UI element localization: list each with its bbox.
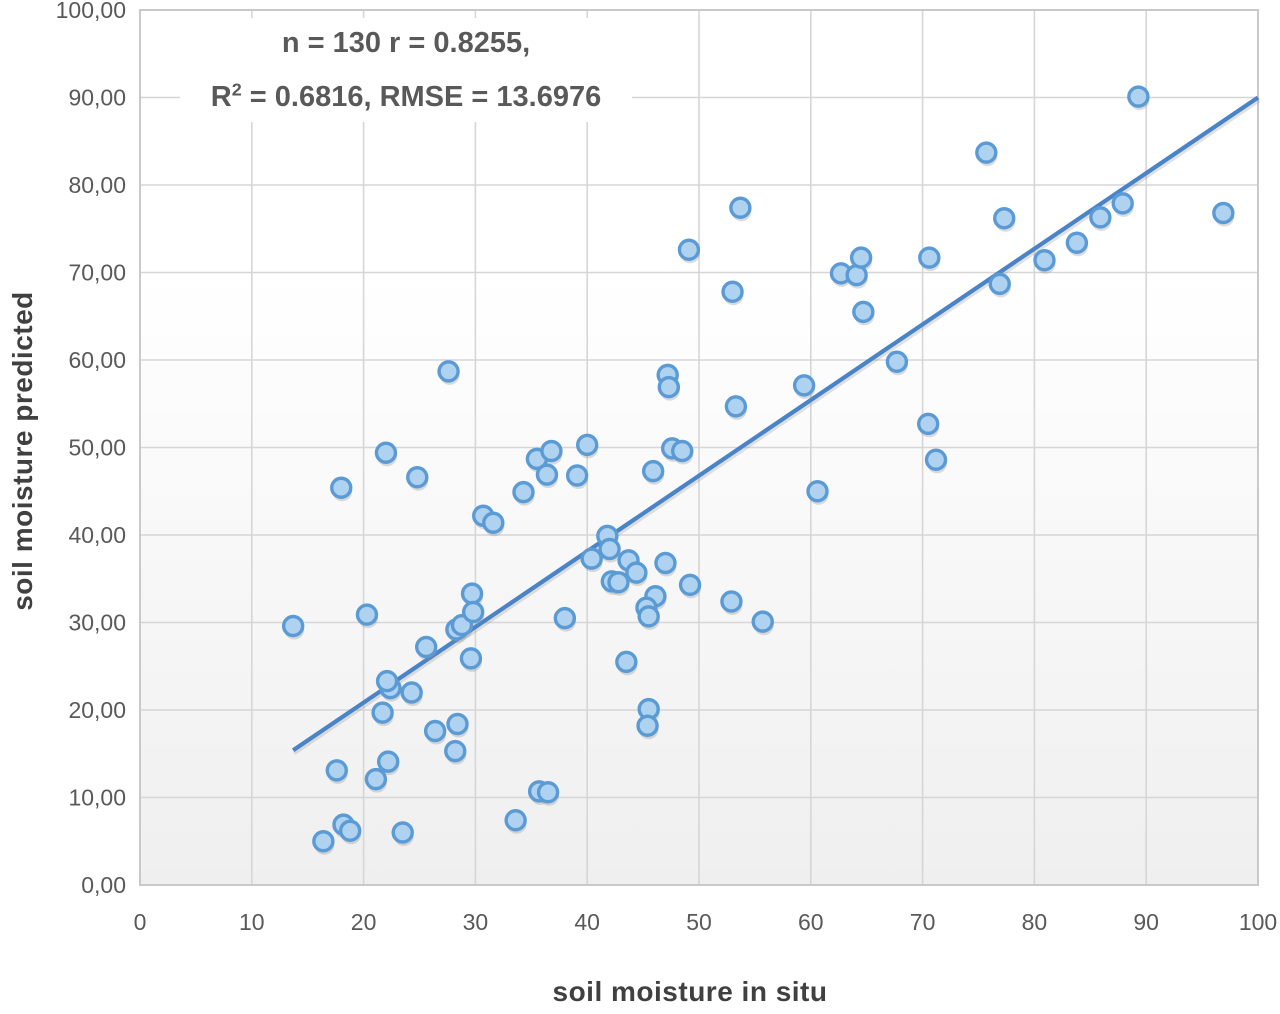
data-point <box>625 561 648 584</box>
stats-line1: n = 130 r = 0.8255, <box>281 27 531 59</box>
data-point <box>637 605 660 628</box>
data-point <box>598 537 621 561</box>
data-point <box>678 573 702 597</box>
data-point <box>849 246 873 269</box>
x-tick-label: 40 <box>574 909 600 935</box>
data-point <box>918 246 941 269</box>
data-point <box>325 759 348 782</box>
data-point <box>1065 231 1089 254</box>
y-tick-label: 10,00 <box>68 785 126 811</box>
data-point <box>580 547 603 570</box>
y-tick-label: 0,00 <box>81 872 126 898</box>
y-tick-label: 80,00 <box>68 172 126 198</box>
data-point <box>391 821 414 844</box>
data-point <box>720 590 743 613</box>
data-point <box>415 635 438 659</box>
data-point <box>657 375 681 399</box>
trend-line <box>291 95 1260 752</box>
data-point <box>375 669 399 693</box>
data-point <box>512 480 535 504</box>
data-point <box>400 681 423 704</box>
data-point <box>677 238 701 261</box>
data-point <box>406 466 429 489</box>
x-tick-label: 50 <box>686 909 712 935</box>
y-tick-label: 40,00 <box>68 522 126 548</box>
x-tick-label: 80 <box>1022 909 1048 935</box>
y-axis-title: soil moisture predicted <box>7 291 38 611</box>
data-point <box>536 781 560 804</box>
data-point <box>444 739 467 763</box>
x-tick-label: 90 <box>1133 909 1159 935</box>
data-point <box>852 300 875 324</box>
data-point <box>374 441 398 464</box>
data-point <box>355 603 379 626</box>
y-tick-label: 20,00 <box>68 697 126 723</box>
data-point <box>607 571 630 594</box>
data-point <box>504 809 527 832</box>
x-tick-label: 30 <box>463 909 489 935</box>
data-point <box>565 464 589 487</box>
data-point <box>423 719 447 743</box>
data-point <box>641 459 665 483</box>
data-point <box>437 360 460 383</box>
data-point <box>338 819 362 842</box>
data-point <box>806 480 829 503</box>
data-point <box>281 614 305 638</box>
data-point <box>721 280 744 303</box>
data-point <box>988 272 1011 296</box>
data-point <box>330 476 353 499</box>
x-tick-label: 10 <box>239 909 265 935</box>
data-point <box>751 610 774 633</box>
y-tick-label: 70,00 <box>68 260 126 286</box>
x-axis-title: soil moisture in situ <box>552 976 828 1007</box>
data-point <box>312 830 335 853</box>
data-point <box>975 141 998 164</box>
data-point <box>924 448 948 471</box>
data-point <box>729 196 752 219</box>
data-point <box>482 511 505 534</box>
data-point <box>1111 192 1134 215</box>
y-tick-label: 30,00 <box>68 610 126 636</box>
data-point <box>1089 206 1112 229</box>
data-point <box>724 395 748 418</box>
data-point <box>636 714 659 737</box>
data-point <box>553 606 577 630</box>
data-point <box>540 439 563 463</box>
data-point <box>460 582 484 605</box>
data-point <box>993 207 1016 230</box>
y-tick-label: 90,00 <box>68 85 126 111</box>
data-point <box>671 439 694 463</box>
x-tick-label: 20 <box>351 909 377 935</box>
plot-border <box>139 9 1259 886</box>
data-point <box>615 650 638 674</box>
y-tick-label: 60,00 <box>68 347 126 373</box>
data-point <box>446 712 469 736</box>
stats-line2: R2 = 0.6816, RMSE = 13.6976 <box>210 79 602 113</box>
data-point <box>576 433 599 457</box>
data-point <box>1127 85 1150 108</box>
y-tick-label: 50,00 <box>68 435 126 461</box>
data-point <box>792 374 816 397</box>
x-tick-label: 60 <box>798 909 824 935</box>
data-point <box>654 551 677 575</box>
data-point <box>459 647 483 670</box>
data-point <box>1212 201 1235 225</box>
data-point <box>461 600 485 624</box>
x-tick-label: 100 <box>1239 909 1277 935</box>
data-point <box>364 767 388 791</box>
data-point <box>376 750 400 773</box>
y-tick-label: 100,00 <box>56 0 126 23</box>
stats-annotation: n = 130 r = 0.8255, R2 = 0.6816, RMSE = … <box>180 18 632 122</box>
data-point <box>371 701 394 724</box>
x-tick-label: 0 <box>134 909 147 935</box>
data-point <box>885 350 909 373</box>
data-point <box>916 412 940 436</box>
x-tick-label: 70 <box>910 909 936 935</box>
data-point <box>535 463 559 486</box>
data-point <box>1033 249 1056 272</box>
